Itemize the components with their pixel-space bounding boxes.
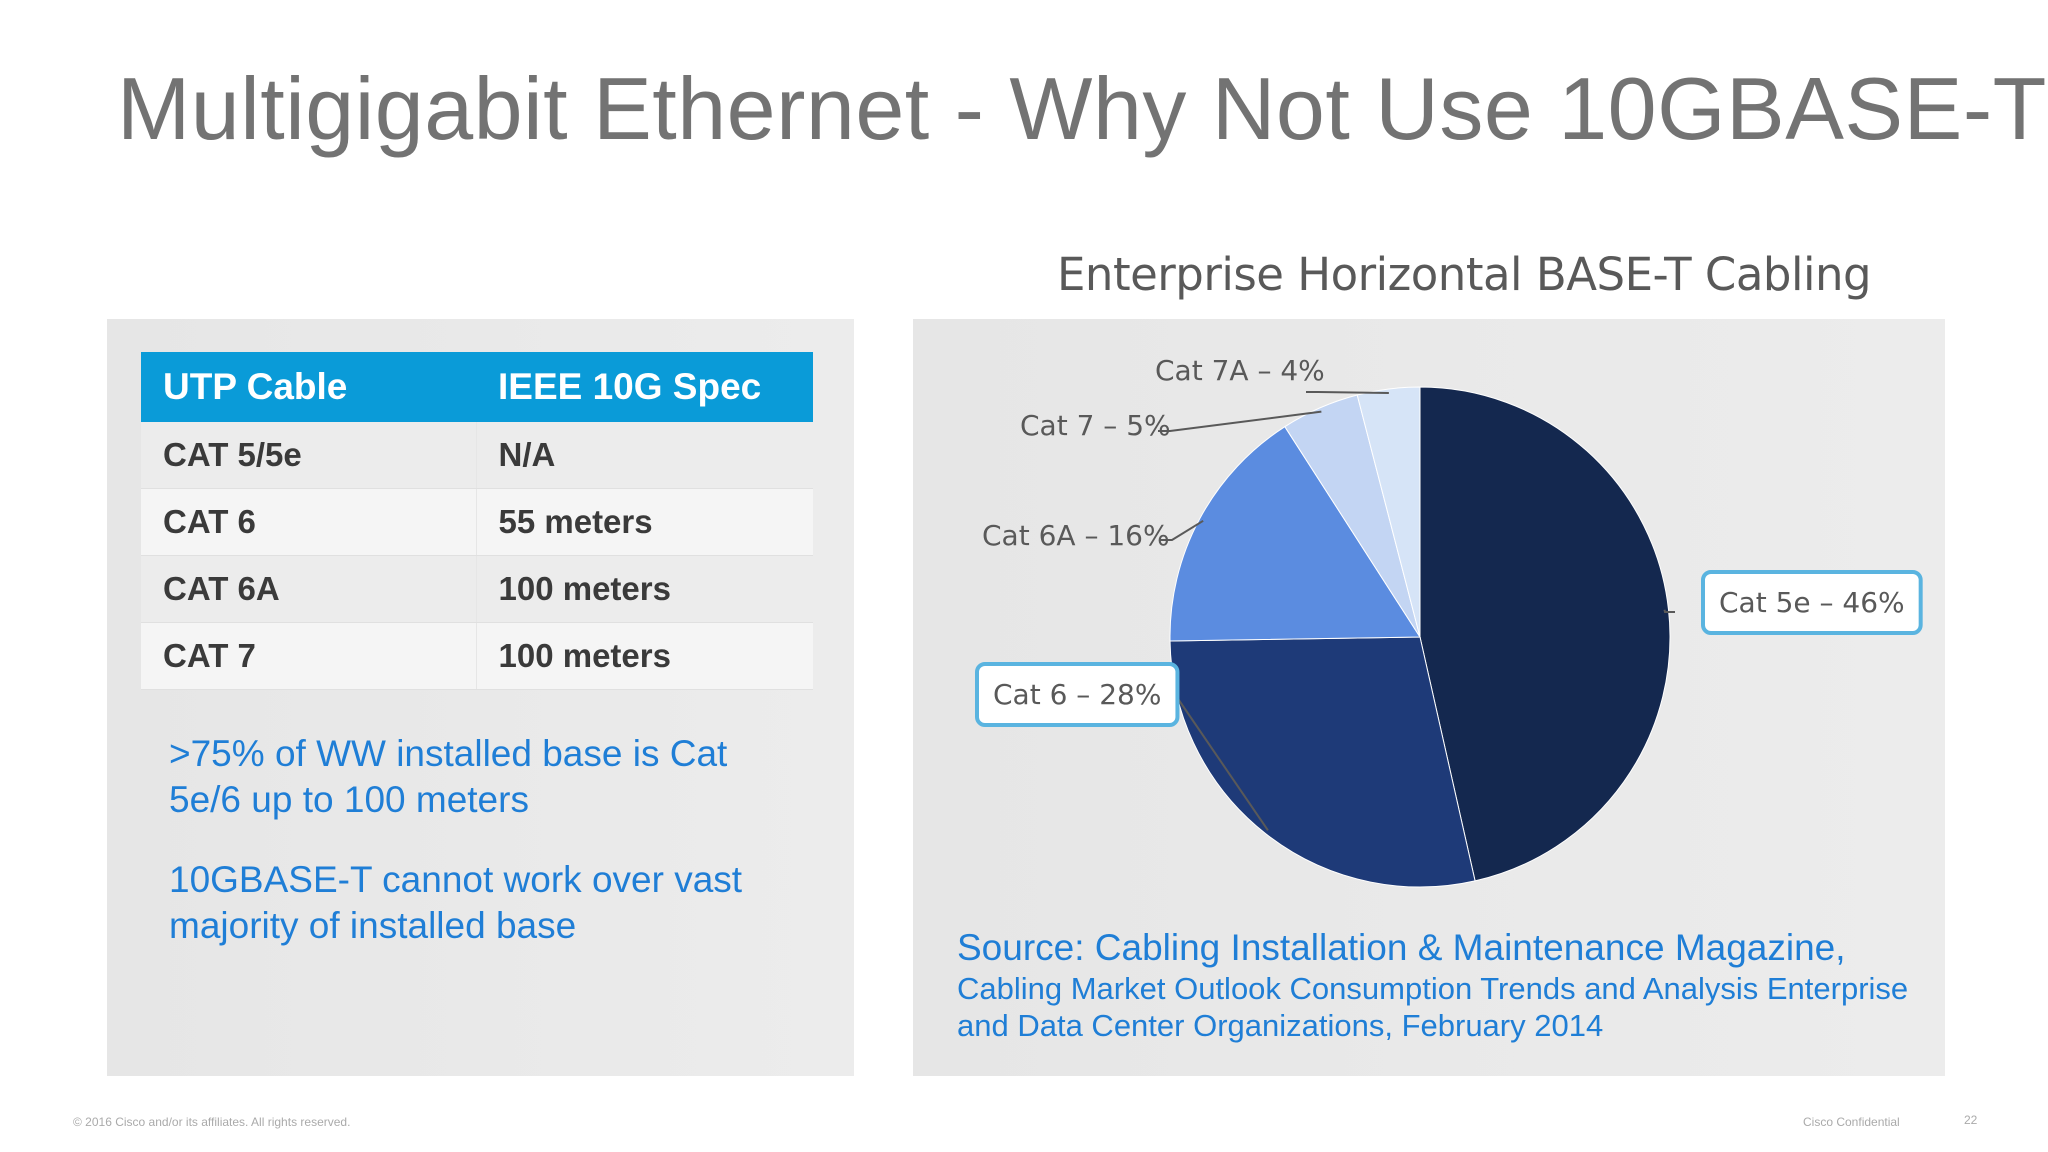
pie-label-cat6: Cat 6 – 28% — [993, 678, 1161, 711]
confidential-footer: Cisco Confidential — [1803, 1115, 1900, 1129]
cable-spec-table: UTP Cable IEEE 10G Spec CAT 5/5e N/A CAT… — [141, 352, 813, 690]
table-cell: 55 meters — [475, 488, 813, 556]
pie-leader-lines — [1158, 391, 1675, 831]
table-cell: CAT 7 — [141, 622, 476, 690]
table-header-row: UTP Cable IEEE 10G Spec — [141, 352, 813, 422]
pie-slices — [1169, 386, 1671, 888]
table-cell: CAT 5/5e — [141, 422, 476, 489]
pie-label-cat7a: Cat 7A – 4% — [1155, 354, 1325, 387]
10gbase-t-note: 10GBASE-T cannot work over vast majority… — [169, 859, 743, 946]
pie-leader-line — [1306, 391, 1389, 394]
copyright-footer: © 2016 Cisco and/or its affiliates. All … — [73, 1115, 351, 1129]
table-row: CAT 7 100 meters — [141, 622, 813, 690]
pie-slice — [1419, 386, 1671, 882]
installed-base-note: >75% of WW installed base is Cat 5e/6 up… — [169, 733, 728, 820]
pie-highlight-boxes — [975, 570, 1923, 727]
pie-slice — [1356, 386, 1421, 638]
table-header-cell: IEEE 10G Spec — [476, 352, 813, 422]
source-citation: Source: Cabling Installation & Maintenan… — [957, 927, 1846, 968]
pie-slice — [1169, 425, 1421, 642]
table-cell: N/A — [475, 422, 813, 489]
table-row: CAT 6A 100 meters — [141, 555, 813, 623]
table-row: CAT 5/5e N/A — [141, 422, 813, 489]
pie-leader-line — [1158, 410, 1322, 432]
table-cell: 100 meters — [475, 622, 813, 690]
pie-leader-line — [1663, 609, 1675, 613]
table-row: CAT 6 55 meters — [141, 488, 813, 556]
pie-label-cat5e: Cat 5e – 46% — [1719, 586, 1905, 619]
table-header-cell: UTP Cable — [141, 352, 476, 422]
pie-label-cat6a: Cat 6A – 16% — [982, 519, 1170, 552]
pie-label-highlight-box — [975, 662, 1180, 727]
pie-label-cat7: Cat 7 – 5% — [1020, 409, 1171, 442]
pie-leader-line — [1171, 689, 1269, 831]
page-number: 22 — [1964, 1113, 1978, 1127]
source-detail: Cabling Market Outlook Consumption Trend… — [957, 971, 1909, 1043]
pie-leader-line — [1160, 519, 1204, 541]
table-cell: CAT 6 — [141, 488, 476, 556]
chart-title: Enterprise Horizontal BASE-T Cabling — [1057, 248, 1872, 301]
pie-label-highlight-box — [1701, 570, 1923, 635]
table-cell: CAT 6A — [141, 555, 476, 623]
slide-title: Multigigabit Ethernet - Why Not Use 10GB… — [117, 59, 2048, 158]
table-cell: 100 meters — [475, 555, 813, 623]
